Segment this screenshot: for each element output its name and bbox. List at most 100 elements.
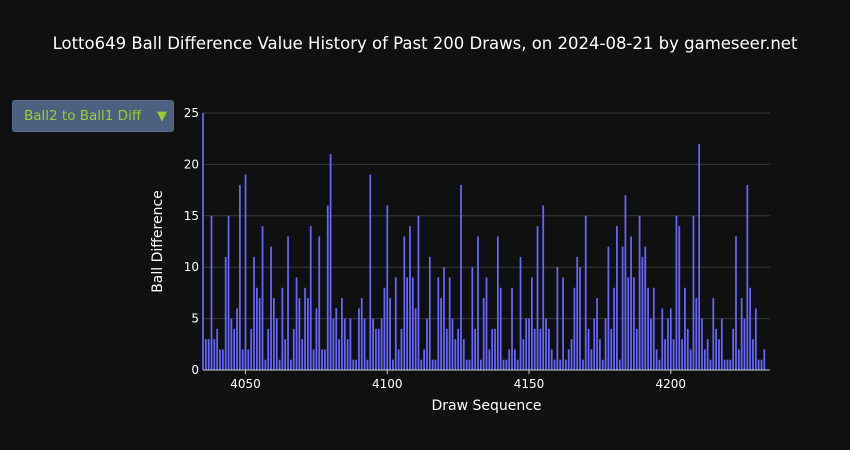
x-axis-label: Draw Sequence (431, 398, 541, 414)
x-tick-label: 4100 (372, 377, 403, 391)
bar (403, 236, 406, 370)
bar (655, 349, 658, 370)
bar (238, 184, 241, 370)
bar (210, 215, 213, 370)
bar (607, 246, 610, 370)
bar (550, 349, 553, 370)
bar (752, 339, 754, 370)
bar (754, 308, 757, 370)
bar (522, 339, 525, 370)
y-tick-label: 10 (184, 260, 199, 274)
bar (573, 287, 576, 370)
bar (556, 267, 559, 370)
bar (599, 339, 601, 370)
bar (686, 328, 689, 370)
bar (301, 339, 304, 370)
bar (236, 308, 238, 370)
bar (366, 359, 369, 370)
bar (346, 339, 349, 370)
y-tick-label: 15 (184, 209, 199, 223)
bar (584, 215, 587, 370)
bar (227, 215, 230, 370)
bar (593, 318, 596, 370)
bar (423, 349, 426, 370)
bar (511, 287, 513, 370)
bar (661, 308, 664, 370)
bar (335, 308, 338, 370)
bar (565, 359, 567, 370)
bar (295, 277, 298, 370)
bar (485, 277, 488, 370)
bar (426, 318, 428, 370)
bar (437, 277, 440, 370)
bar (641, 256, 644, 370)
bar (539, 328, 542, 370)
bar (307, 298, 309, 370)
bar (349, 318, 352, 370)
bar (383, 287, 386, 370)
bar (533, 328, 536, 370)
bar (326, 205, 329, 370)
bar (519, 256, 522, 370)
bar-series (202, 113, 766, 370)
diff-type-dropdown[interactable]: Ball2 to Ball1 Diff ▼ (12, 100, 174, 132)
bar (468, 359, 471, 370)
bar (582, 359, 584, 370)
bar (681, 339, 683, 370)
bar (667, 318, 669, 370)
bar (604, 318, 607, 370)
chart-title: Lotto649 Ball Difference Value History o… (52, 34, 798, 53)
bar (709, 359, 712, 370)
bar (360, 298, 363, 370)
bar (505, 359, 508, 370)
bar (664, 339, 666, 370)
x-tick-label: 4050 (230, 377, 261, 391)
bar (267, 328, 270, 370)
bar (241, 349, 244, 370)
bar (417, 215, 420, 370)
bar (440, 298, 443, 370)
bar (457, 328, 460, 370)
bar (547, 328, 550, 370)
bar (369, 174, 372, 370)
bar (258, 298, 261, 370)
y-axis-label: Ball Difference (150, 190, 166, 293)
bar (292, 328, 295, 370)
bar (380, 318, 383, 370)
bar (332, 318, 335, 370)
bar (341, 298, 343, 370)
bar (428, 256, 431, 370)
bar (559, 359, 562, 370)
bar (735, 236, 737, 370)
bar (627, 277, 630, 370)
bar (420, 359, 423, 370)
bar (746, 184, 749, 370)
bar (576, 256, 579, 370)
bar (315, 308, 318, 370)
bar (740, 298, 743, 370)
bar (737, 349, 740, 370)
bar (618, 359, 621, 370)
bar (230, 318, 233, 370)
bar (720, 318, 723, 370)
bar (204, 339, 207, 370)
bar (635, 328, 638, 370)
bar (525, 318, 528, 370)
bar (695, 298, 698, 370)
bar (213, 339, 216, 370)
triangle-down-icon: ▼ (157, 108, 167, 124)
x-tick-label: 4150 (514, 377, 545, 391)
bar (703, 349, 706, 370)
bar (219, 349, 221, 370)
bar (562, 277, 564, 370)
bar (250, 328, 253, 370)
bar (460, 184, 462, 370)
bar (445, 328, 448, 370)
bar (499, 287, 502, 370)
bar (491, 328, 494, 370)
bar (284, 339, 287, 370)
bar (669, 308, 672, 370)
bar (431, 359, 434, 370)
bar (757, 359, 760, 370)
bar (726, 359, 729, 370)
